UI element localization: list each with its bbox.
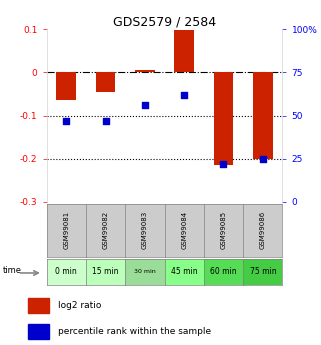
Point (64, 118, 69, 124)
Text: GSM99084: GSM99084 (181, 211, 187, 249)
Text: 30 min: 30 min (134, 269, 156, 274)
Text: time: time (2, 266, 21, 275)
Text: 75 min: 75 min (249, 267, 276, 276)
Text: GSM99081: GSM99081 (63, 211, 69, 249)
Point (182, 92, 187, 98)
Text: percentile rank within the sample: percentile rank within the sample (58, 327, 212, 336)
Point (260, 156, 265, 161)
Text: 15 min: 15 min (92, 267, 119, 276)
Bar (96, 72, 115, 92)
Bar (135, 70, 155, 72)
Bar (253, 72, 273, 159)
Text: GSM99083: GSM99083 (142, 211, 148, 249)
Text: GSM99082: GSM99082 (102, 211, 108, 249)
Text: 60 min: 60 min (210, 267, 237, 276)
Text: GSM99086: GSM99086 (260, 211, 266, 249)
Bar (174, 30, 194, 72)
Text: log2 ratio: log2 ratio (58, 301, 102, 310)
Bar (28, 297, 49, 313)
Text: 0 min: 0 min (55, 267, 77, 276)
Bar (56, 72, 76, 100)
Bar (28, 324, 49, 339)
Bar (214, 72, 233, 165)
Text: GSM99085: GSM99085 (221, 211, 227, 249)
Point (103, 118, 108, 124)
Text: 45 min: 45 min (171, 267, 197, 276)
Title: GDS2579 / 2584: GDS2579 / 2584 (113, 15, 216, 28)
Point (221, 161, 226, 167)
Point (142, 102, 147, 108)
